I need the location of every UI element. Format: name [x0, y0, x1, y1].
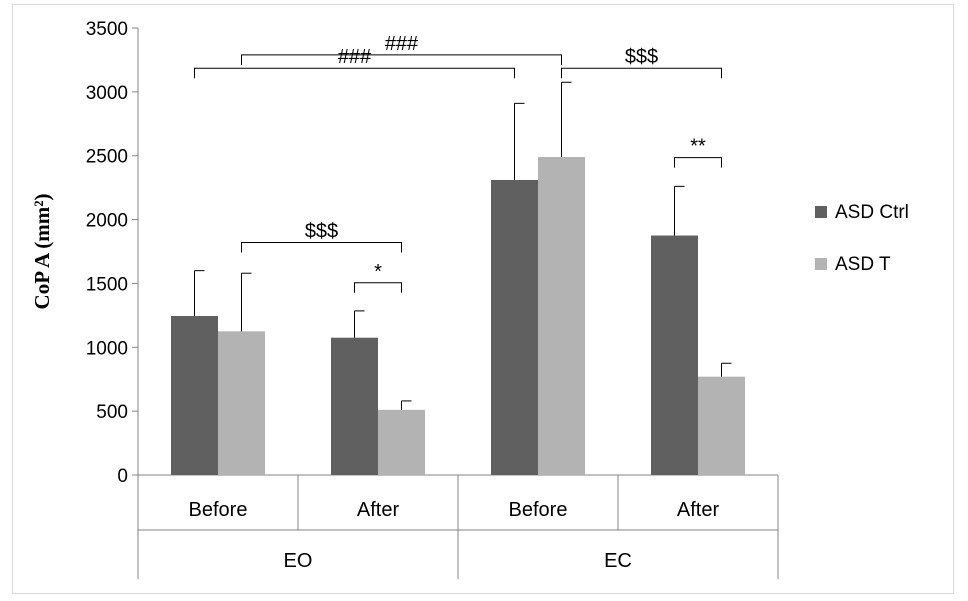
significance-bracket	[241, 54, 562, 65]
x-category-label: Before	[189, 499, 248, 521]
significance-label: **	[690, 136, 706, 158]
significance-label: $$$	[305, 221, 338, 243]
x-category-label: Before	[509, 499, 568, 521]
x-group-label: EC	[604, 550, 632, 572]
bar	[698, 376, 745, 475]
significance-label: $$$	[625, 46, 658, 68]
bar	[171, 315, 218, 475]
bar	[378, 409, 425, 475]
labels-layer: 0 500 1000 1500 2000 2500 3000 3500 Before After B…	[30, 19, 719, 572]
significance-bracket	[354, 282, 402, 293]
significance-label: *	[374, 261, 382, 283]
bar	[491, 179, 538, 476]
legend-swatch	[815, 206, 827, 218]
y-tick-label: 1000	[86, 338, 128, 359]
y-tick-label: 3500	[86, 19, 128, 40]
y-tick-label: 2500	[86, 147, 128, 168]
bar	[538, 156, 585, 475]
significance-label: ###	[338, 46, 372, 68]
x-group-label: EO	[284, 550, 313, 572]
bar	[331, 337, 378, 475]
significance-bracket	[561, 67, 722, 79]
y-tick-label: 2000	[86, 211, 128, 232]
significance-label: ###	[385, 33, 419, 55]
significance-bracket	[241, 242, 402, 253]
significance-bracket	[194, 67, 515, 79]
y-tick-label: 500	[96, 402, 128, 423]
significance-bracket	[674, 157, 722, 168]
bar	[218, 331, 265, 475]
legend-label: ASD T	[835, 254, 891, 275]
bar	[651, 235, 698, 475]
x-category-label: After	[357, 499, 400, 521]
y-axis-title: CoP A (mm²)	[30, 194, 54, 310]
y-tick-label: 0	[117, 466, 128, 487]
y-tick-label: 1500	[86, 274, 128, 295]
legend-swatch	[815, 258, 827, 270]
x-category-label: After	[677, 499, 720, 521]
annotations-layer	[194, 54, 722, 293]
legend: ASD Ctrl ASD T	[815, 202, 909, 275]
bars-layer	[171, 81, 745, 476]
y-tick-label: 3000	[86, 83, 128, 104]
bar-chart: 0 500 1000 1500 2000 2500 3000 3500 Before After B…	[30, 19, 909, 579]
legend-label: ASD Ctrl	[835, 202, 909, 223]
chart-frame: 0 500 1000 1500 2000 2500 3000 3500 Before After B…	[12, 4, 954, 594]
